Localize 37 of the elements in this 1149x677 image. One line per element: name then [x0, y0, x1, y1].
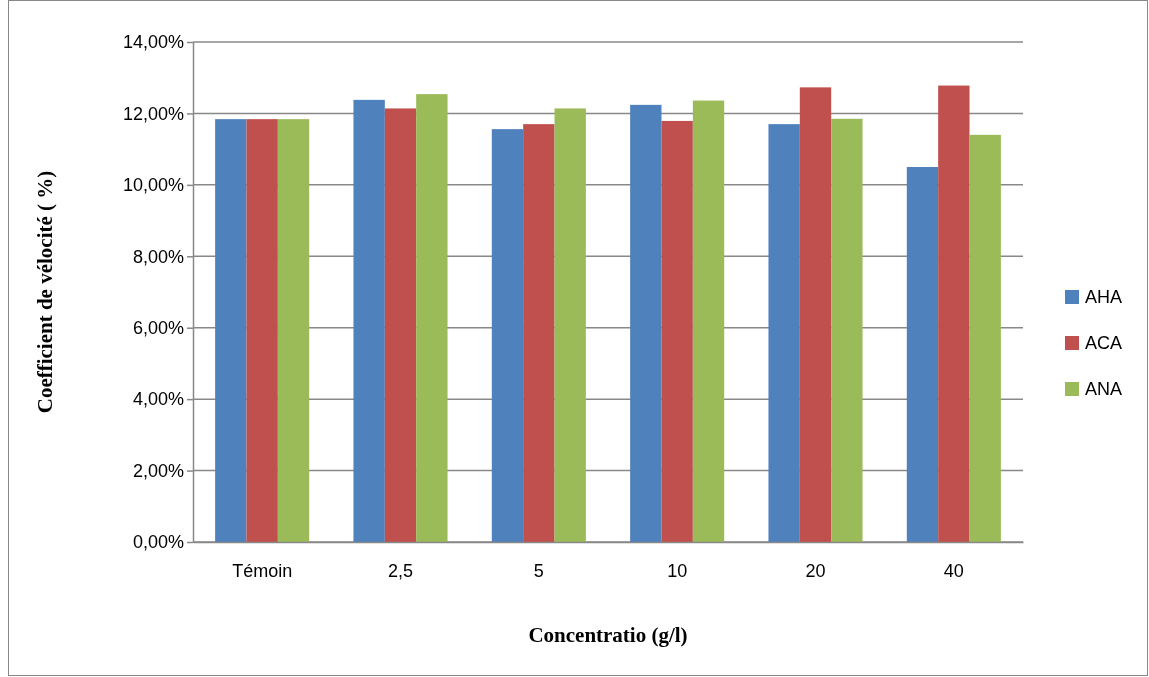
bar [215, 119, 247, 542]
bar [831, 118, 863, 542]
bar [692, 100, 725, 542]
x-axis-title: Concentratio (g/l) [528, 623, 688, 647]
legend-label: AHA [1085, 287, 1123, 307]
y-tick-label: 0,00% [132, 532, 184, 553]
y-tick-label: 12,00% [122, 103, 184, 124]
bar [630, 104, 662, 542]
bar [938, 85, 970, 542]
bar [768, 124, 800, 542]
bar [799, 87, 832, 542]
bar [554, 108, 586, 542]
x-tick-label: 5 [533, 560, 544, 581]
bar [246, 119, 278, 542]
x-tick-label: 20 [805, 560, 826, 581]
bar [523, 124, 555, 542]
legend-label: ANA [1085, 379, 1123, 399]
bar [416, 94, 448, 542]
y-tick-label: 4,00% [132, 389, 184, 410]
bar [353, 99, 385, 542]
x-tick-label: 2,5 [387, 560, 414, 581]
bar [384, 108, 417, 542]
x-tick-label: 10 [667, 560, 688, 581]
y-tick-label: 6,00% [132, 317, 184, 338]
bar [491, 129, 524, 542]
legend-label: ACA [1085, 333, 1123, 353]
y-tick-label: 10,00% [122, 175, 184, 196]
y-tick-label: 2,00% [132, 460, 184, 481]
bar [969, 134, 1001, 542]
y-axis-title: Coefficient de vélocité ( %) [33, 170, 57, 414]
bar [661, 120, 693, 542]
y-tick-label: 8,00% [132, 246, 184, 267]
x-tick-label: Témoin [232, 560, 293, 581]
x-tick-label: 40 [943, 560, 964, 581]
bar [277, 119, 310, 542]
y-tick-label: 14,00% [122, 32, 184, 53]
bar [906, 167, 939, 542]
